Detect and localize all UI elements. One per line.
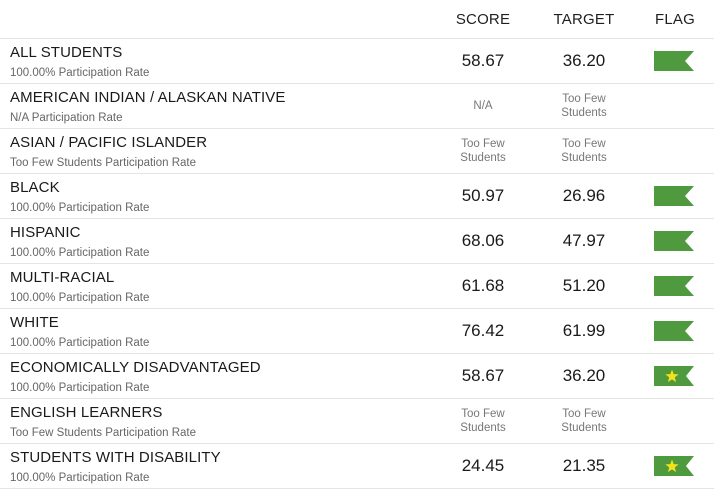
table-row: ALL STUDENTS 100.00% Participation Rate 58… [0,38,714,83]
score-value: 61.68 [433,264,533,308]
target-value: 26.96 [534,174,634,218]
student-group-name: ALL STUDENTS [10,44,123,61]
student-group-name: ENGLISH LEARNERS [10,404,163,421]
score-value-text: 76.42 [461,321,505,340]
target-value-text: 47.97 [562,231,606,250]
score-value-text: 58.67 [461,366,505,385]
target-value-text: 21.35 [562,456,606,475]
score-value: N/A [433,84,533,128]
score-value: 50.97 [433,174,533,218]
target-value-text: Too Few Students [561,408,607,434]
score-value: 58.67 [433,354,533,398]
score-value-text: 24.45 [461,456,505,475]
student-group-name: HISPANIC [10,224,81,241]
participation-rate: 100.00% Participation Rate [10,202,150,214]
green-star-flag-icon [654,456,694,476]
target-value-text: 26.96 [562,186,606,205]
participation-rate: 100.00% Participation Rate [10,247,150,259]
score-value: Too Few Students [433,399,533,443]
green-pennant-icon [654,186,694,206]
participation-rate: N/A Participation Rate [10,112,123,124]
target-value-text: 36.20 [562,51,606,70]
participation-rate: 100.00% Participation Rate [10,67,150,79]
score-value: 76.42 [433,309,533,353]
table-row: WHITE 100.00% Participation Rate 76.42 61.9… [0,308,714,353]
target-value: 36.20 [534,354,634,398]
student-group-name: ASIAN / PACIFIC ISLANDER [10,134,208,151]
student-group-name: MULTI-RACIAL [10,269,115,286]
green-pennant-icon [654,321,694,341]
green-star-flag-icon [654,366,694,386]
target-value-text: 51.20 [562,276,606,295]
target-value-text: Too Few Students [561,93,607,119]
table-row: AMERICAN INDIAN / ALASKAN NATIVE N/A Part… [0,83,714,128]
participation-rate: 100.00% Participation Rate [10,382,150,394]
participation-rate: 100.00% Participation Rate [10,292,150,304]
student-group-name: BLACK [10,179,60,196]
target-value: Too Few Students [534,399,634,443]
target-value: Too Few Students [534,129,634,173]
student-group-name: AMERICAN INDIAN / ALASKAN NATIVE [10,89,286,106]
target-value: 21.35 [534,444,634,488]
table-row: BLACK 100.00% Participation Rate 50.97 26.9… [0,173,714,218]
table-row: STUDENTS WITH DISABILITY 100.00% Particip… [0,443,714,489]
score-value-text: Too Few Students [460,138,506,164]
flag-column-header: FLAG [655,11,695,28]
score-value-text: Too Few Students [460,408,506,434]
target-value: Too Few Students [534,84,634,128]
score-value-text: N/A [473,100,493,112]
score-value: Too Few Students [433,129,533,173]
participation-rate: 100.00% Participation Rate [10,472,150,484]
target-value-text: 36.20 [562,366,606,385]
score-value-text: 61.68 [461,276,505,295]
student-group-name: WHITE [10,314,59,331]
target-value-text: 61.99 [562,321,606,340]
participation-rate: 100.00% Participation Rate [10,337,150,349]
table-row: ENGLISH LEARNERS Too Few Students Partici… [0,398,714,443]
table-header: SCORE TARGET FLAG [0,0,724,38]
participation-rate: Too Few Students Participation Rate [10,427,197,439]
target-value: 61.99 [534,309,634,353]
score-value: 24.45 [433,444,533,488]
score-value: 68.06 [433,219,533,263]
green-pennant-icon [654,276,694,296]
green-pennant-icon [654,51,694,71]
target-value-text: Too Few Students [561,138,607,164]
target-value: 51.20 [534,264,634,308]
table-body: ALL STUDENTS 100.00% Participation Rate 58… [0,38,714,489]
score-value-text: 50.97 [461,186,505,205]
table-row: HISPANIC 100.00% Participation Rate 68.06 4… [0,218,714,263]
target-value: 36.20 [534,39,634,83]
target-column-header: TARGET [553,11,615,28]
table-row: MULTI-RACIAL 100.00% Participation Rate 61… [0,263,714,308]
green-pennant-icon [654,231,694,251]
score-value-text: 58.67 [461,51,505,70]
score-value: 58.67 [433,39,533,83]
score-value-text: 68.06 [461,231,505,250]
table-row: ASIAN / PACIFIC ISLANDER Too Few Students… [0,128,714,173]
student-group-name: STUDENTS WITH DISABILITY [10,449,221,466]
student-group-name: ECONOMICALLY DISADVANTAGED [10,359,261,376]
score-column-header: SCORE [455,11,511,28]
participation-rate: Too Few Students Participation Rate [10,157,197,169]
target-value: 47.97 [534,219,634,263]
table-row: ECONOMICALLY DISADVANTAGED 100.00% Partic… [0,353,714,398]
